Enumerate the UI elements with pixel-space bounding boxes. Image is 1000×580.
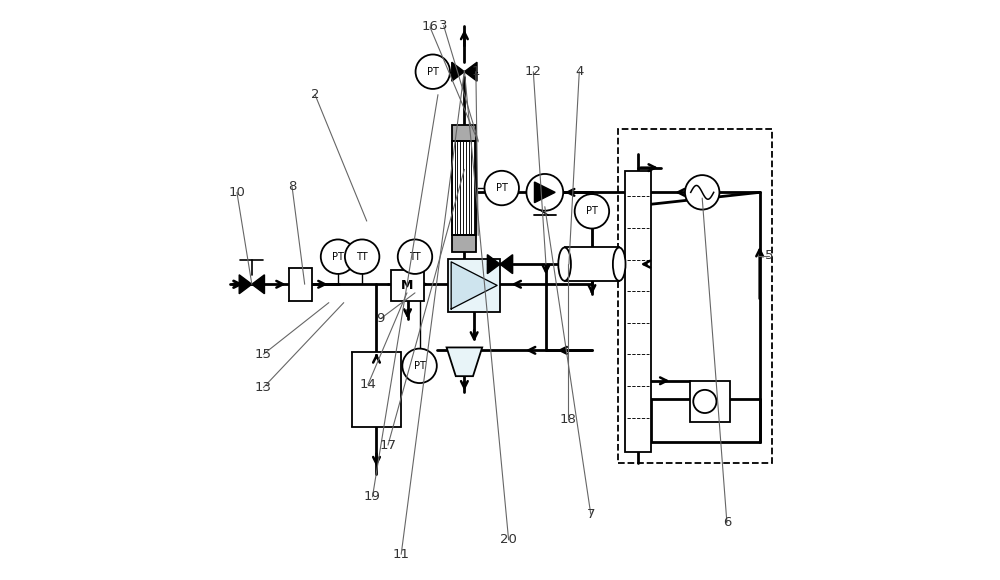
Text: 11: 11 (393, 548, 410, 561)
Text: PT: PT (496, 183, 508, 193)
Bar (352, 352, 401, 427)
Circle shape (345, 240, 379, 274)
Bar (448, 259, 500, 312)
Text: 7: 7 (587, 508, 595, 520)
Text: 20: 20 (500, 534, 517, 546)
Text: 4: 4 (575, 65, 583, 78)
Text: TT: TT (409, 252, 421, 262)
Text: 15: 15 (255, 348, 272, 361)
Bar (690, 380, 730, 422)
Bar (289, 268, 312, 302)
Bar (391, 270, 424, 302)
Circle shape (526, 174, 563, 211)
Text: PT: PT (332, 252, 344, 262)
Circle shape (321, 240, 355, 274)
Circle shape (685, 175, 719, 209)
Bar (452, 235, 476, 252)
Text: 2: 2 (311, 88, 319, 101)
Polygon shape (534, 182, 555, 202)
Text: 12: 12 (525, 65, 542, 78)
Text: PT: PT (427, 67, 439, 77)
Text: 5: 5 (765, 249, 773, 262)
Polygon shape (447, 347, 482, 376)
Text: 14: 14 (359, 378, 376, 392)
Text: M: M (401, 279, 414, 292)
Polygon shape (451, 262, 497, 309)
Text: 18: 18 (559, 413, 576, 426)
Circle shape (575, 194, 609, 229)
Text: 6: 6 (723, 516, 731, 529)
Text: 17: 17 (379, 438, 396, 452)
Circle shape (398, 240, 432, 274)
Circle shape (402, 349, 437, 383)
Text: 3: 3 (439, 19, 448, 32)
Text: 10: 10 (228, 186, 245, 199)
Text: 19: 19 (364, 490, 381, 503)
Circle shape (484, 171, 519, 205)
Text: 9: 9 (376, 312, 385, 325)
Polygon shape (464, 62, 477, 81)
Circle shape (416, 55, 450, 89)
Polygon shape (487, 255, 500, 274)
Bar (452, 140, 476, 235)
Text: 1: 1 (472, 65, 480, 78)
Text: TT: TT (356, 252, 368, 262)
Polygon shape (500, 255, 513, 274)
Polygon shape (252, 275, 264, 293)
Text: 16: 16 (421, 20, 438, 34)
Text: PT: PT (414, 361, 426, 371)
Bar (452, 125, 476, 140)
Ellipse shape (613, 248, 626, 281)
Text: PT: PT (586, 206, 598, 216)
Polygon shape (239, 275, 252, 293)
Polygon shape (452, 62, 464, 81)
Text: 13: 13 (255, 381, 272, 394)
Ellipse shape (558, 248, 571, 281)
Circle shape (693, 390, 716, 413)
Bar (625, 171, 651, 452)
Bar (618, 129, 772, 463)
Text: 8: 8 (288, 180, 296, 193)
Bar (565, 248, 619, 281)
